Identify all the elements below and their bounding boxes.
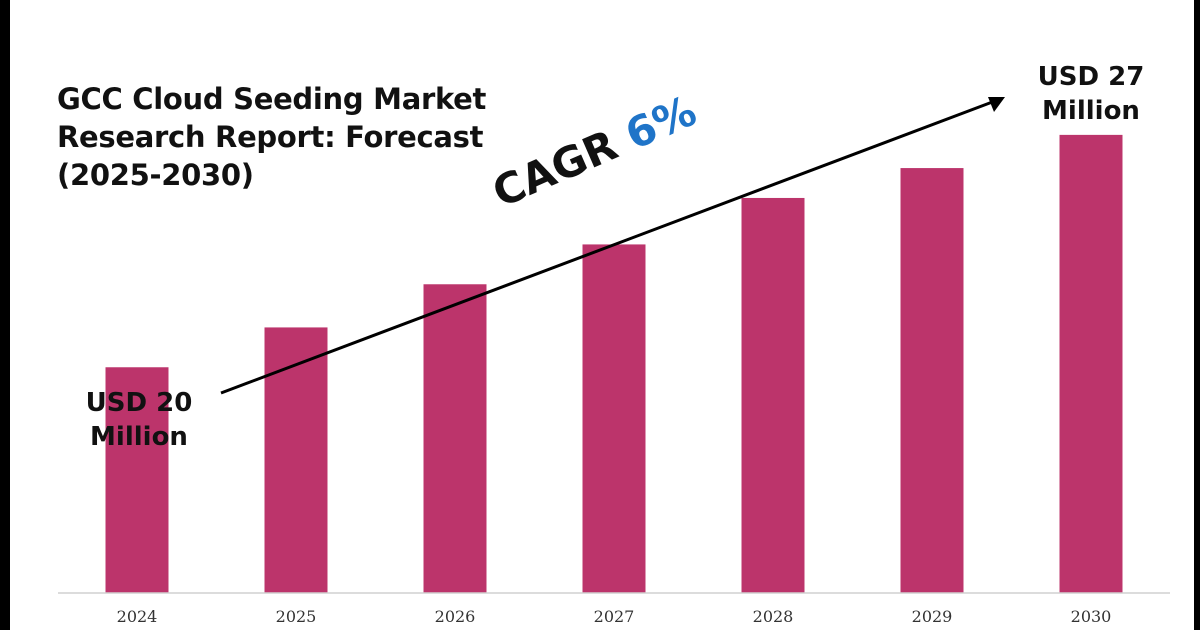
bar-2026 <box>423 284 487 593</box>
end-value-label: USD 27 Million <box>1026 60 1156 128</box>
bars-group <box>105 134 1123 593</box>
x-tick-label-2028: 2028 <box>753 607 794 626</box>
chart-title-line-1: GCC Cloud Seeding Market <box>57 82 487 116</box>
x-tick-label-2030: 2030 <box>1071 607 1112 626</box>
x-tick-label-2024: 2024 <box>117 607 158 626</box>
bar-2027 <box>582 244 646 593</box>
start-value-line-1: USD 20 <box>85 388 193 418</box>
x-tick-label-2025: 2025 <box>276 607 317 626</box>
x-tick-label-2027: 2027 <box>594 607 635 626</box>
bar-2028 <box>741 197 805 593</box>
bar-2029 <box>900 168 964 593</box>
bar-2025 <box>264 327 328 593</box>
start-value-line-2: Million <box>90 422 188 452</box>
chart-title-line-3: (2025-2030) <box>57 158 254 192</box>
cagr-trend-arrow <box>220 97 1005 395</box>
bar-2030 <box>1059 134 1123 593</box>
end-value-line-1: USD 27 <box>1037 62 1145 92</box>
bar-chart: 2024 2025 2026 2027 2028 2029 2030 <box>58 97 1170 626</box>
x-tick-label-2029: 2029 <box>912 607 953 626</box>
end-value-line-2: Million <box>1042 96 1140 126</box>
bar-2024 <box>105 367 169 593</box>
x-tick-label-2026: 2026 <box>435 607 476 626</box>
chart-frame: 2024 2025 2026 2027 2028 2029 2030 GCC Cloud S… <box>10 0 1194 630</box>
chart-title-line-2: Research Report: Forecast <box>57 120 484 154</box>
x-tick-labels: 2024 2025 2026 2027 2028 2029 2030 <box>117 607 1112 626</box>
start-value-label: USD 20 Million <box>74 386 204 454</box>
